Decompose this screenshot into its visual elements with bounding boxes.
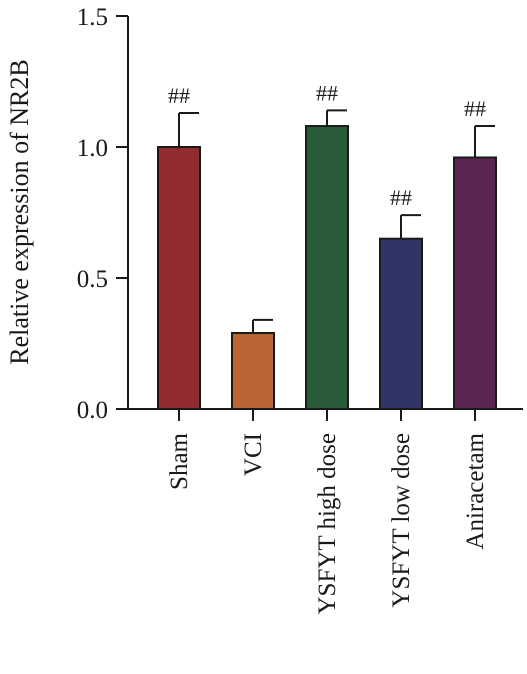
bar [157,146,201,410]
x-category-label: YSFYT high dose [314,433,341,615]
x-category-label: Sham [166,432,193,490]
bars-group [157,125,497,410]
bar [379,237,423,410]
error-bars-group [178,109,495,334]
y-ticks-group: 0.0 0.5 1.0 1.5 [77,4,128,424]
y-tick-label: 1.0 [77,135,108,162]
significance-labels-group: ## ## ## ## [168,80,486,210]
bar [231,332,275,410]
y-tick-label: 0.5 [77,266,108,293]
x-category-label: VCI [240,433,267,476]
y-axis-title: Relative expression of NR2B [5,59,34,364]
significance-label: ## [168,83,190,108]
y-tick-label: 1.5 [77,4,108,31]
significance-label: ## [390,185,412,210]
x-category-label: YSFYT low dose [388,433,415,608]
y-tick-label: 0.0 [77,397,108,424]
bar [305,125,349,410]
significance-label: ## [464,96,486,121]
x-ticks-group: Sham VCI YSFYT high dose YSFYT low dose Anir… [166,409,489,615]
significance-label: ## [316,80,338,105]
x-category-label: Aniracetam [462,432,489,549]
bar [453,156,497,410]
